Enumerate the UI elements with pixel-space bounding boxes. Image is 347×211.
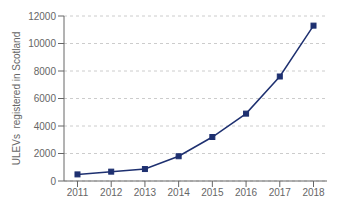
svg-text:2017: 2017: [269, 187, 292, 198]
svg-text:0: 0: [50, 176, 56, 187]
svg-text:4000: 4000: [34, 121, 57, 132]
svg-text:2013: 2013: [134, 187, 157, 198]
svg-text:2014: 2014: [168, 187, 191, 198]
svg-text:ULEVs registered in Scotland: ULEVs registered in Scotland: [11, 32, 22, 165]
svg-text:12000: 12000: [28, 11, 56, 22]
svg-text:2011: 2011: [67, 187, 89, 198]
svg-text:2012: 2012: [100, 187, 123, 198]
svg-text:6000: 6000: [34, 93, 57, 104]
svg-text:2016: 2016: [235, 187, 258, 198]
svg-text:8000: 8000: [34, 66, 57, 77]
svg-text:2015: 2015: [201, 187, 224, 198]
svg-text:2000: 2000: [34, 148, 57, 159]
svg-text:10000: 10000: [28, 38, 56, 49]
svg-text:2018: 2018: [302, 187, 325, 198]
